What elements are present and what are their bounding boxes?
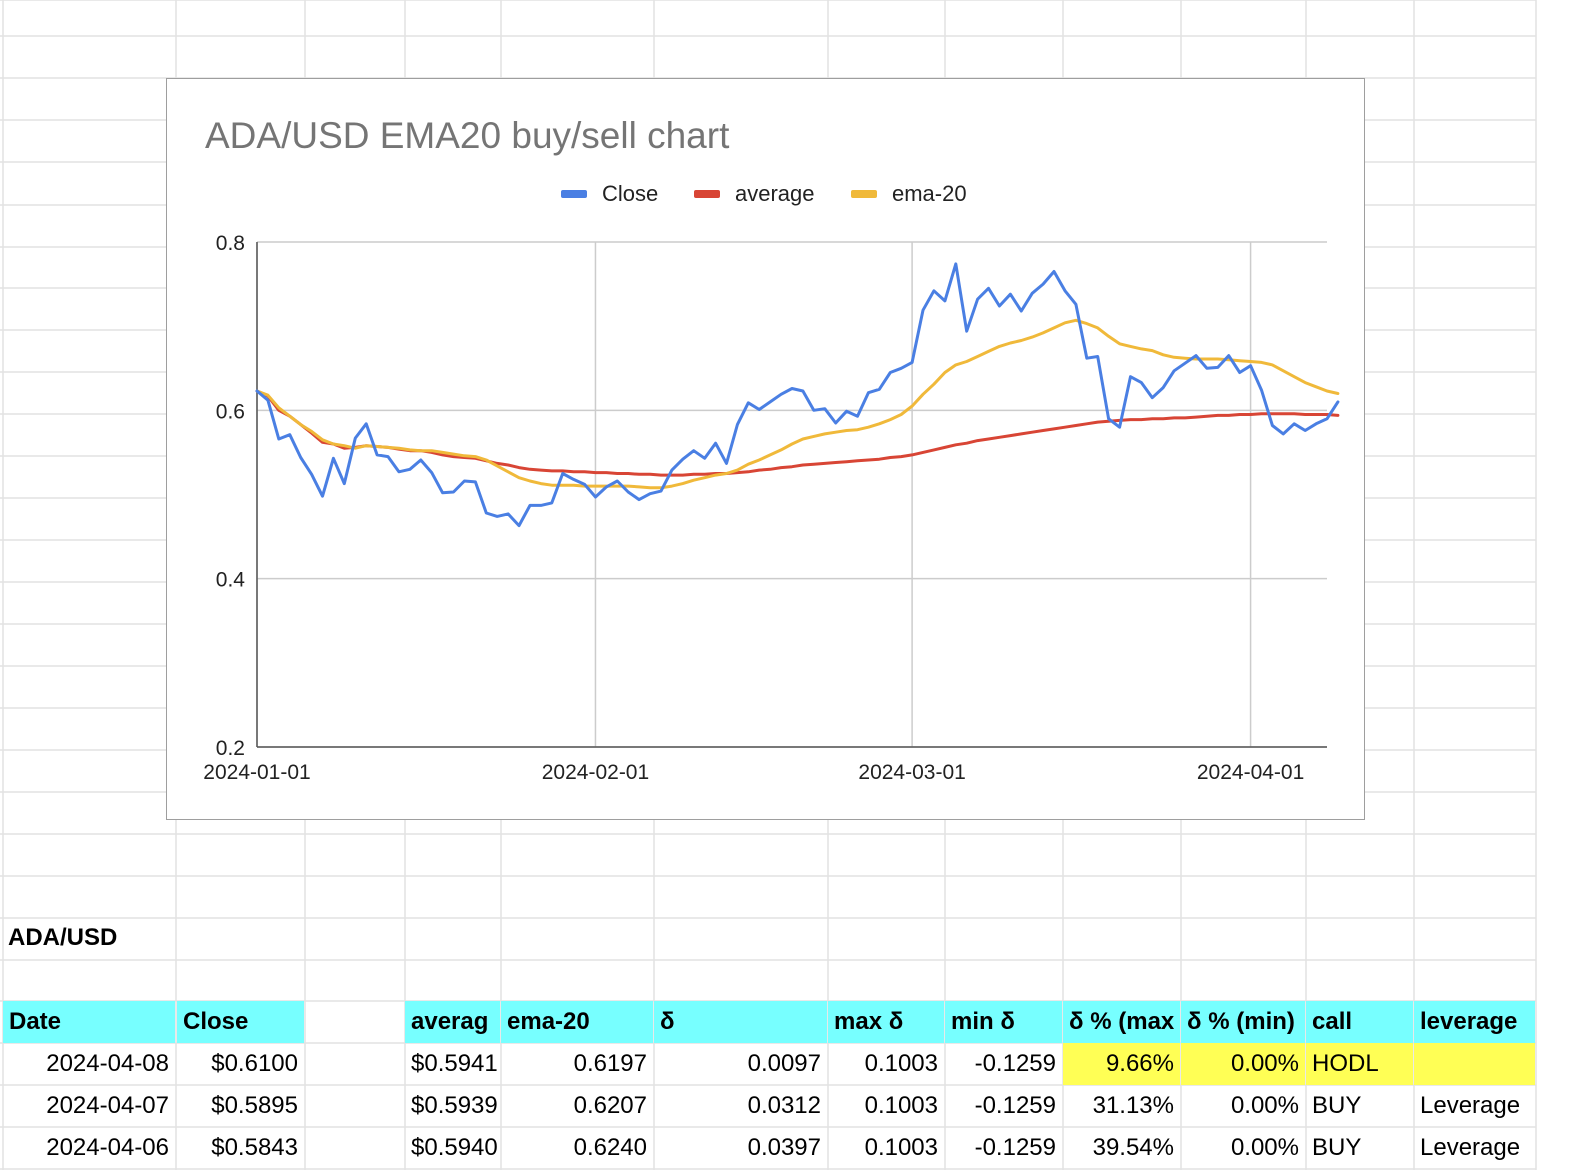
header-close[interactable]: Close	[177, 1001, 304, 1043]
section-label: ADA/USD	[8, 924, 118, 951]
cell-average[interactable]: $0.5939	[411, 1092, 498, 1119]
cell-ema-20[interactable]: 0.6207	[573, 1092, 647, 1119]
cell-average[interactable]: $0.5941	[411, 1050, 498, 1077]
legend-label-average: average	[735, 181, 815, 206]
header-leverage[interactable]: leverage	[1414, 1001, 1535, 1043]
cell-date[interactable]: 2024-04-07	[46, 1092, 169, 1119]
cell-pct-max[interactable]: 39.54%	[1092, 1134, 1174, 1161]
chart-panel[interactable]: 0.2 0.4 0.6 0.8 2024-01-01 2024-02-01 2024-03-…	[166, 78, 1365, 820]
legend-label-ema-20: ema-20	[892, 181, 967, 206]
series-line-average	[255, 389, 1340, 477]
y-tick-label: 0.4	[216, 569, 246, 592]
cell-pct-min[interactable]: 0.00%	[1230, 1092, 1299, 1119]
x-tick-label: 2024-04-01	[1197, 761, 1304, 784]
header-call[interactable]: call	[1306, 1001, 1413, 1043]
legend-item-average: average	[694, 179, 815, 209]
cell-close[interactable]: $0.5843	[211, 1134, 298, 1161]
header-delta[interactable]: δ	[654, 1001, 827, 1043]
cell-max-delta[interactable]: 0.1003	[864, 1092, 938, 1119]
legend-item-close: Close	[561, 179, 658, 209]
header-ema-20[interactable]: ema-20	[501, 1001, 653, 1043]
cell-leverage[interactable]	[1414, 1043, 1535, 1085]
cell-leverage[interactable]: Leverage	[1420, 1092, 1521, 1119]
cell-max-delta[interactable]: 0.1003	[864, 1050, 938, 1077]
series-line-close	[255, 262, 1340, 528]
x-tick-label: 2024-02-01	[542, 761, 649, 784]
cell-delta[interactable]: 0.0312	[747, 1092, 821, 1119]
cell-leverage[interactable]: Leverage	[1420, 1134, 1521, 1161]
cell-pct-max[interactable]: 31.13%	[1092, 1092, 1174, 1119]
y-tick-label: 0.2	[216, 737, 245, 760]
cell-min-delta[interactable]: -0.1259	[974, 1092, 1056, 1119]
header-pct-max[interactable]: δ % (max	[1063, 1001, 1180, 1043]
cell-call[interactable]: HODL	[1306, 1043, 1413, 1085]
cell-close[interactable]: $0.5895	[211, 1092, 298, 1119]
legend-label-close: Close	[602, 181, 659, 206]
cell-ema-20[interactable]: 0.6197	[573, 1050, 647, 1077]
header-max-delta[interactable]: max δ	[828, 1001, 944, 1043]
header-date[interactable]: Date	[3, 1001, 175, 1043]
cell-delta[interactable]: 0.0397	[747, 1134, 821, 1161]
chart-title: ADA/USD EMA20 buy/sell chart	[205, 115, 730, 156]
cell-max-delta[interactable]: 0.1003	[864, 1134, 938, 1161]
cell-pct-min[interactable]: 0.00%	[1230, 1134, 1299, 1161]
y-tick-label: 0.6	[216, 400, 245, 423]
cell-delta[interactable]: 0.0097	[747, 1050, 821, 1077]
cell-call[interactable]: BUY	[1312, 1092, 1362, 1119]
legend-swatch-ema-20	[851, 190, 877, 198]
cell-date[interactable]: 2024-04-06	[46, 1134, 169, 1161]
cell-min-delta[interactable]: -0.1259	[974, 1134, 1056, 1161]
series-line-ema-20	[255, 318, 1340, 490]
chart-legend: Close average ema-20	[167, 179, 1366, 209]
cell-date[interactable]: 2024-04-08	[46, 1050, 169, 1077]
cell-ema-20[interactable]: 0.6240	[573, 1134, 647, 1161]
cell-pct-max[interactable]: 9.66%	[1063, 1043, 1180, 1085]
legend-swatch-average	[694, 190, 720, 198]
cell-average[interactable]: $0.5940	[411, 1134, 498, 1161]
y-tick-label: 0.8	[216, 232, 245, 255]
header-average[interactable]: averag	[405, 1001, 500, 1043]
cell-close[interactable]: $0.6100	[211, 1050, 298, 1077]
header-min-delta[interactable]: min δ	[945, 1001, 1062, 1043]
x-tick-label: 2024-01-01	[203, 761, 310, 784]
line-chart: 0.2 0.4 0.6 0.8 2024-01-01 2024-02-01 2024-03-…	[203, 232, 1340, 784]
cell-min-delta[interactable]: -0.1259	[974, 1050, 1056, 1077]
x-tick-label: 2024-03-01	[858, 761, 965, 784]
legend-item-ema-20: ema-20	[851, 179, 967, 209]
cell-call[interactable]: BUY	[1312, 1134, 1362, 1161]
header-pct-min[interactable]: δ % (min)	[1181, 1001, 1305, 1043]
cell-pct-min[interactable]: 0.00%	[1181, 1043, 1305, 1085]
legend-swatch-close	[561, 190, 587, 198]
